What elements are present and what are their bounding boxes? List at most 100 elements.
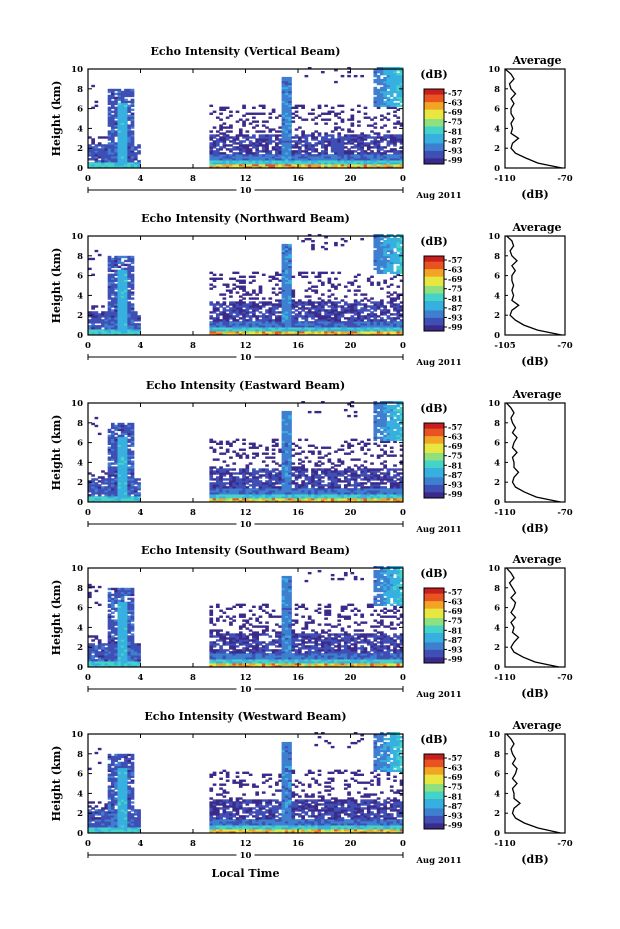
heatmap-cell (117, 94, 122, 98)
heatmap-cell (307, 476, 312, 479)
heatmap-cell (360, 140, 365, 143)
heatmap-cell (137, 317, 141, 320)
heatmap-cell (225, 156, 230, 159)
heatmap-cell (215, 166, 220, 169)
heatmap-cell (320, 486, 325, 489)
heatmap-cell (311, 480, 315, 483)
colorbar-cell (424, 120, 444, 124)
heatmap-cell (399, 70, 404, 74)
heatmap-cell (127, 275, 132, 278)
colorbar-cell (424, 297, 444, 300)
heatmap-cell (284, 440, 289, 443)
heatmap-cell (376, 271, 381, 275)
heatmap-cell (284, 146, 289, 149)
heatmap-cell (294, 142, 299, 145)
heatmap-cell (215, 442, 220, 445)
heatmap-cell (258, 289, 263, 292)
heatmap-cell (278, 470, 282, 473)
heatmap-cell (373, 142, 378, 145)
heatmap-cell (386, 104, 391, 108)
heatmap-cell (107, 468, 112, 471)
heatmap-cell (219, 500, 223, 503)
heatmap-cell (389, 327, 394, 330)
heatmap-cell (117, 102, 122, 106)
heatmap-cell (304, 144, 309, 147)
heatmap-cell (337, 134, 342, 137)
heatmap-cell (242, 321, 246, 324)
heatmap-cell (291, 494, 296, 497)
heatmap-cell (215, 313, 220, 316)
heatmap-cell (380, 251, 384, 255)
heatmap-cell (337, 319, 342, 322)
heatmap-cell (229, 444, 233, 447)
heatmap-cell (301, 136, 305, 139)
heatmap-cell (261, 482, 266, 485)
heatmap-cell (219, 476, 223, 479)
heatmap-cell (268, 275, 273, 278)
heatmap-cell (396, 297, 401, 300)
colorbar-cell (424, 162, 444, 165)
heatmap-cell (327, 289, 332, 292)
heatmap-cell (291, 472, 296, 475)
heatmap-cell (120, 118, 125, 121)
heatmap-cell (284, 267, 289, 271)
heatmap-cell (301, 498, 305, 501)
heatmap-cell (386, 136, 391, 139)
heatmap-cell (133, 323, 138, 326)
heatmap-cell (255, 317, 260, 320)
heatmap-cell (117, 486, 122, 489)
x-tick-label: 0 (85, 341, 91, 351)
heatmap-cell (376, 263, 381, 267)
heatmap-cell (275, 438, 279, 442)
heatmap-cell (219, 293, 223, 296)
heatmap-cell (320, 301, 325, 304)
heatmap-cell (386, 166, 391, 169)
heatmap-cell (258, 315, 263, 318)
heatmap-cell (376, 327, 381, 330)
heatmap-cell (97, 432, 102, 436)
heatmap-cell (370, 158, 374, 161)
heatmap-cell (107, 88, 112, 92)
heatmap-cell (120, 164, 125, 167)
heatmap-cell (380, 140, 384, 143)
heatmap-cell (117, 116, 122, 119)
heatmap-cell (97, 490, 102, 493)
heatmap-cell (294, 128, 299, 131)
heatmap-cell (281, 124, 286, 127)
heatmap-cell (235, 146, 240, 149)
heatmap-cell (219, 492, 223, 495)
heatmap-cell (248, 498, 253, 501)
heatmap-cell (225, 450, 230, 453)
heatmap-cell (314, 291, 319, 294)
heatmap-cell (304, 152, 309, 155)
heatmap-cell (278, 464, 282, 467)
heatmap-cell (258, 494, 263, 497)
heatmap-cell (258, 327, 263, 330)
heatmap-cell (222, 283, 227, 286)
heatmap-cell (124, 462, 128, 465)
heatmap-cell (271, 156, 276, 159)
heatmap-cell (235, 301, 240, 304)
heatmap-cell (245, 498, 250, 501)
heatmap-cell (307, 281, 312, 284)
heatmap-cell (396, 321, 401, 324)
heatmap-cell (110, 144, 115, 147)
heatmap-cell (347, 488, 351, 491)
heatmap-cell (281, 156, 286, 159)
heatmap-cell (340, 444, 345, 447)
heatmap-cell (110, 309, 115, 312)
heatmap-cell (327, 458, 332, 461)
heatmap-cell (94, 315, 99, 318)
heatmap-cell (120, 486, 125, 489)
heatmap-cell (225, 492, 230, 495)
heatmap-cell (265, 303, 269, 306)
heatmap-cell (314, 160, 319, 163)
heatmap-cell (268, 488, 273, 491)
heatmap-cell (261, 156, 266, 159)
heatmap-cell (347, 444, 351, 447)
heatmap-cell (104, 156, 109, 159)
heatmap-cell (245, 494, 250, 497)
heatmap-cell (88, 482, 92, 485)
heatmap-cell (212, 484, 217, 487)
heatmap-cell (383, 70, 387, 74)
